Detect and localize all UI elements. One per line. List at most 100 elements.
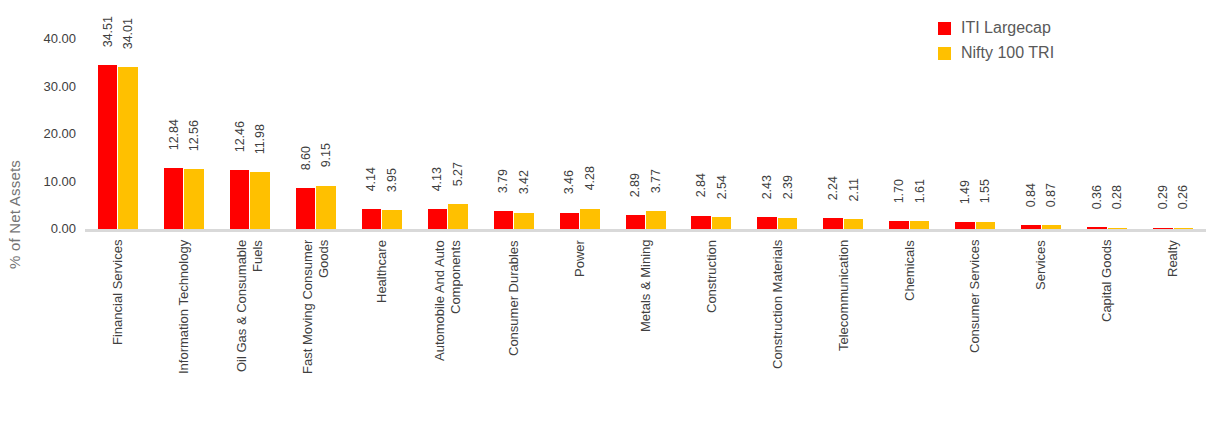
value-label-wrap: 0.87 <box>1039 183 1065 207</box>
legend-item-iti-largecap: ITI Largecap <box>938 19 1054 37</box>
bar-iti-largecap-consumer-durables <box>494 211 514 229</box>
bar-nifty-100-tri-chemicals <box>910 221 930 229</box>
bar-iti-largecap-consumer-services <box>955 222 975 229</box>
y-tick-label: 0.00 <box>0 221 76 237</box>
x-category-label-consumer-services: Consumer Services <box>967 240 983 428</box>
value-label-nifty-100-tri: 0.26 <box>1176 185 1190 209</box>
value-label-iti-largecap: 4.14 <box>364 167 378 191</box>
x-category-label-wrap: Capital Goods <box>1074 240 1140 428</box>
x-category-label-services: Services <box>1033 240 1049 428</box>
x-category-label-telecommunication: Telecommunication <box>836 240 852 428</box>
value-label-iti-largecap: 2.89 <box>628 173 642 197</box>
x-category-label-wrap: Information Technology <box>151 240 217 428</box>
value-label-nifty-100-tri: 2.39 <box>781 175 795 199</box>
value-label-iti-largecap: 1.49 <box>958 180 972 204</box>
y-tick-label: 10.00 <box>0 174 76 190</box>
bar-nifty-100-tri-fast-moving-consumer <box>316 186 336 229</box>
value-label-wrap: 12.56 <box>181 120 207 151</box>
x-category-label-construction: Construction <box>704 240 720 428</box>
x-category-label-automobile-and-auto: Automobile And Auto Components <box>432 240 463 428</box>
x-category-label-healthcare: Healthcare <box>374 240 390 428</box>
value-label-wrap: 9.15 <box>313 143 339 167</box>
x-category-label-construction-materials: Construction Materials <box>770 240 786 428</box>
x-category-label-consumer-durables: Consumer Durables <box>506 240 522 428</box>
value-label-nifty-100-tri: 3.77 <box>649 169 663 193</box>
x-category-label-wrap: Automobile And Auto Components <box>415 240 481 428</box>
bar-iti-largecap-chemicals <box>889 221 909 229</box>
value-label-iti-largecap: 2.24 <box>826 176 840 200</box>
y-axis-title-wrap: % of Net Assets <box>6 0 23 429</box>
bar-iti-largecap-telecommunication <box>823 218 843 229</box>
value-label-iti-largecap: 0.29 <box>1156 185 1170 209</box>
sector-allocation-bar-chart: % of Net Assets 40.0030.0020.0010.000.00… <box>0 0 1224 429</box>
value-label-iti-largecap: 4.13 <box>430 167 444 191</box>
bar-iti-largecap-power <box>560 213 580 229</box>
x-category-label-power: Power <box>572 240 588 428</box>
x-category-label-metals-mining: Metals & Mining <box>638 240 654 428</box>
bar-nifty-100-tri-financial-services <box>118 67 138 229</box>
legend-label-nifty-100-tri: Nifty 100 TRI <box>961 44 1054 62</box>
value-label-iti-largecap: 34.51 <box>101 16 115 47</box>
bar-iti-largecap-information-technology <box>164 168 184 229</box>
value-label-wrap: 2.54 <box>709 175 735 199</box>
y-tick-label: 30.00 <box>0 79 76 95</box>
value-label-nifty-100-tri: 2.54 <box>715 175 729 199</box>
value-label-nifty-100-tri: 1.55 <box>978 179 992 203</box>
value-label-iti-largecap: 3.79 <box>496 169 510 193</box>
y-tick-label: 40.00 <box>0 31 76 47</box>
value-label-iti-largecap: 0.84 <box>1024 183 1038 207</box>
x-category-label-wrap: Chemicals <box>876 240 942 428</box>
bar-iti-largecap-financial-services <box>98 65 118 229</box>
x-category-label-oil-gas-consumable: Oil Gas & Consumable Fuels <box>234 240 265 428</box>
bar-iti-largecap-construction-materials <box>757 217 777 229</box>
x-category-label-wrap: Construction Materials <box>744 240 810 428</box>
bar-iti-largecap-metals-mining <box>626 215 646 229</box>
value-label-wrap: 2.11 <box>841 178 867 201</box>
value-label-wrap: 3.42 <box>511 170 537 194</box>
x-category-label-financial-services: Financial Services <box>110 240 126 428</box>
value-label-iti-largecap: 0.36 <box>1090 185 1104 209</box>
bar-nifty-100-tri-construction-materials <box>778 218 798 229</box>
value-label-wrap: 11.98 <box>247 124 273 154</box>
value-label-wrap: 3.95 <box>379 168 405 192</box>
value-label-iti-largecap: 8.60 <box>299 146 313 170</box>
bar-iti-largecap-services <box>1021 225 1041 229</box>
bar-nifty-100-tri-information-technology <box>184 169 204 229</box>
value-label-nifty-100-tri: 9.15 <box>319 143 333 167</box>
value-label-nifty-100-tri: 34.01 <box>121 18 135 49</box>
bar-nifty-100-tri-metals-mining <box>646 211 666 229</box>
x-category-label-fast-moving-consumer: Fast Moving Consumer Goods <box>300 240 331 428</box>
value-label-nifty-100-tri: 3.95 <box>385 168 399 192</box>
value-label-wrap: 0.26 <box>1171 185 1197 209</box>
bar-nifty-100-tri-telecommunication <box>844 219 864 229</box>
x-category-label-wrap: Telecommunication <box>810 240 876 428</box>
x-category-label-wrap: Metals & Mining <box>613 240 679 428</box>
x-category-label-wrap: Oil Gas & Consumable Fuels <box>217 240 283 428</box>
bar-iti-largecap-fast-moving-consumer <box>296 188 316 229</box>
value-label-wrap: 1.55 <box>973 179 999 203</box>
bar-nifty-100-tri-healthcare <box>382 210 402 229</box>
x-category-label-wrap: Construction <box>678 240 744 428</box>
legend-swatch-red-icon <box>938 22 951 35</box>
x-category-label-chemicals: Chemicals <box>902 240 918 428</box>
value-label-nifty-100-tri: 11.98 <box>253 124 267 154</box>
value-label-wrap: 0.28 <box>1105 185 1131 209</box>
x-category-label-wrap: Consumer Services <box>942 240 1008 428</box>
value-label-iti-largecap: 12.84 <box>167 119 181 150</box>
bar-nifty-100-tri-capital-goods <box>1108 228 1128 229</box>
legend-swatch-gold-icon <box>938 47 951 60</box>
bar-nifty-100-tri-oil-gas-consumable <box>250 172 270 229</box>
value-label-nifty-100-tri: 0.28 <box>1110 185 1124 209</box>
value-label-nifty-100-tri: 5.27 <box>451 162 465 186</box>
bar-nifty-100-tri-power <box>580 209 600 229</box>
bar-nifty-100-tri-construction <box>712 217 732 229</box>
bar-nifty-100-tri-automobile-and-auto <box>448 204 468 229</box>
bar-iti-largecap-realty <box>1153 228 1173 229</box>
x-category-label-wrap: Financial Services <box>85 240 151 428</box>
value-label-iti-largecap: 12.46 <box>233 121 247 152</box>
value-label-iti-largecap: 2.43 <box>760 175 774 199</box>
value-label-nifty-100-tri: 2.11 <box>847 178 861 201</box>
value-label-wrap: 34.01 <box>115 18 141 49</box>
bar-nifty-100-tri-services <box>1042 225 1062 229</box>
x-category-label-wrap: Services <box>1008 240 1074 428</box>
